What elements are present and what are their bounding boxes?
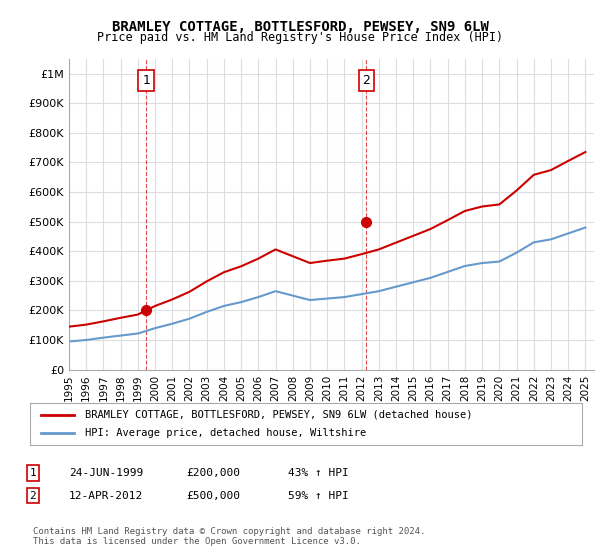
Text: 59% ↑ HPI: 59% ↑ HPI (288, 491, 349, 501)
Text: 12-APR-2012: 12-APR-2012 (69, 491, 143, 501)
Text: Price paid vs. HM Land Registry's House Price Index (HPI): Price paid vs. HM Land Registry's House … (97, 31, 503, 44)
Text: 2: 2 (362, 74, 370, 87)
Text: BRAMLEY COTTAGE, BOTTLESFORD, PEWSEY, SN9 6LW: BRAMLEY COTTAGE, BOTTLESFORD, PEWSEY, SN… (112, 20, 488, 34)
Text: £200,000: £200,000 (186, 468, 240, 478)
Text: 24-JUN-1999: 24-JUN-1999 (69, 468, 143, 478)
Text: 2: 2 (29, 491, 37, 501)
Text: Contains HM Land Registry data © Crown copyright and database right 2024.
This d: Contains HM Land Registry data © Crown c… (33, 526, 425, 546)
Text: £500,000: £500,000 (186, 491, 240, 501)
Text: BRAMLEY COTTAGE, BOTTLESFORD, PEWSEY, SN9 6LW (detached house): BRAMLEY COTTAGE, BOTTLESFORD, PEWSEY, SN… (85, 410, 473, 420)
Text: 1: 1 (142, 74, 150, 87)
Text: HPI: Average price, detached house, Wiltshire: HPI: Average price, detached house, Wilt… (85, 428, 367, 438)
Text: 1: 1 (29, 468, 37, 478)
Text: 43% ↑ HPI: 43% ↑ HPI (288, 468, 349, 478)
